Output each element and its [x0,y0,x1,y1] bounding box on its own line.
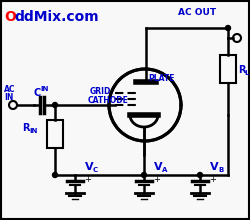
Circle shape [198,172,202,178]
Text: V: V [154,162,162,172]
Text: R: R [22,123,30,133]
Text: +: + [209,174,216,183]
Text: V: V [210,162,218,172]
Text: L: L [244,70,248,76]
Text: PLATE: PLATE [148,74,174,83]
Circle shape [226,26,230,31]
Text: C: C [33,88,40,98]
Text: IN: IN [4,93,14,102]
Text: B: B [218,167,223,173]
Text: AC: AC [4,85,16,94]
Text: CATHODE: CATHODE [88,96,129,105]
Text: GRID: GRID [90,87,112,96]
Text: +: + [153,174,160,183]
Bar [220,55,236,83]
Text: O: O [4,10,16,24]
Text: V: V [85,162,94,172]
Text: A: A [162,167,168,173]
Bar [47,120,63,148]
Circle shape [52,172,58,178]
Text: IN: IN [29,128,38,134]
Circle shape [52,103,58,108]
Text: R: R [238,65,246,75]
Text: C: C [93,167,98,173]
Text: AC OUT: AC OUT [178,8,216,17]
Text: ddMix.com: ddMix.com [14,10,98,24]
Circle shape [142,172,146,178]
Text: +: + [84,174,91,183]
Text: IN: IN [40,86,48,92]
